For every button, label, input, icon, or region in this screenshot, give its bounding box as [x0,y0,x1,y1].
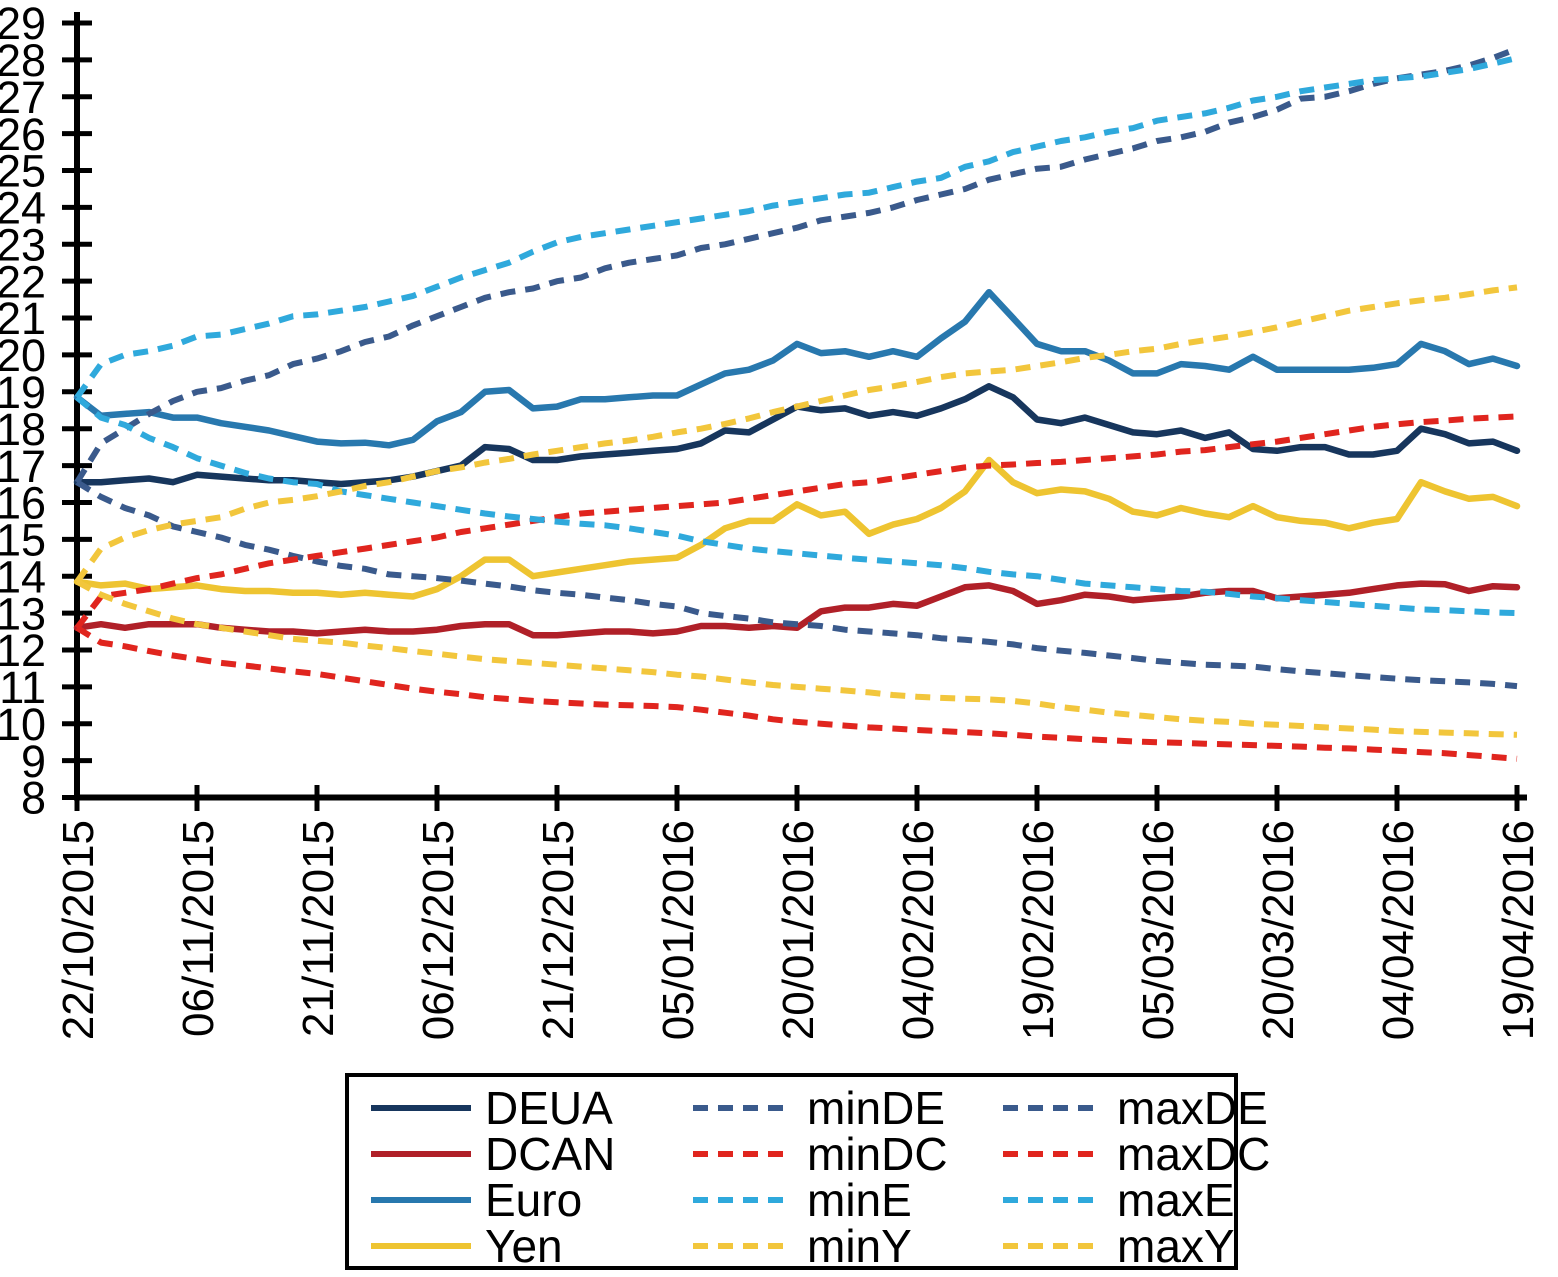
y-tick-label: 20 [0,330,46,381]
legend-item-Yen: Yen [371,1223,693,1269]
legend-label: DCAN [485,1128,616,1180]
legend-label: minDE [807,1082,946,1134]
y-tick-label: 18 [0,404,46,455]
series-line-maxDC [74,413,1518,630]
y-tick-label: 14 [0,551,46,602]
legend-dashed-line-icon [693,1105,793,1111]
legend-item-minE: minE [693,1177,1003,1223]
legend-solid-line-icon [371,1105,471,1111]
y-tick-label: 24 [0,183,46,234]
series-line-maxE [74,55,1518,400]
legend-item-minDE: minDE [693,1085,1003,1131]
y-tick-label: 16 [0,478,46,529]
series-line-maxDE [74,45,1519,484]
x-tick-label: 22/10/2015 [54,820,103,1040]
series-line-Euro [73,288,1521,449]
legend-label: maxY [1117,1220,1235,1272]
y-tick-label: 19 [0,367,46,418]
y-tick-label: 21 [0,293,46,344]
x-tick-label: 04/02/2016 [894,820,943,1040]
legend-label: maxDE [1117,1082,1268,1134]
x-tick-label: 05/03/2016 [1134,820,1183,1040]
x-tick-label: 05/01/2016 [654,820,703,1040]
y-tick-label: 23 [0,219,46,270]
series-line-maxY [74,284,1518,584]
x-tick-label: 06/12/2015 [414,820,463,1040]
y-tick-label: 29 [0,0,46,49]
x-tick-label: 21/11/2015 [294,820,343,1037]
y-tick-label: 10 [0,699,46,750]
x-tick-label: 19/02/2016 [1014,820,1063,1040]
legend-label: Euro [485,1174,583,1226]
legend-label: minE [807,1174,912,1226]
series-line-minE [75,395,1518,617]
legend-label: maxDC [1117,1128,1271,1180]
legend-label: DEUA [485,1082,613,1134]
legend-item-maxDC: maxDC [1003,1131,1270,1177]
x-tick-label: 06/11/2015 [174,820,223,1037]
x-tick-label: 04/04/2016 [1374,820,1423,1040]
legend-label: maxE [1117,1174,1235,1226]
series-line-minDC [75,625,1518,762]
legend-dashed-line-icon [1003,1197,1103,1203]
y-tick-label: 17 [0,441,46,492]
legend-dashed-line-icon [693,1243,793,1249]
legend-label: Yen [485,1220,563,1272]
legend-label: minDC [807,1128,948,1180]
series-line-minDE [75,479,1518,690]
legend-item-minDC: minDC [693,1131,1003,1177]
x-tick-label: 20/03/2016 [1254,820,1303,1040]
y-tick-label: 26 [0,109,46,160]
legend-item-maxE: maxE [1003,1177,1270,1223]
x-tick-label: 19/04/2016 [1494,820,1543,1040]
legend-item-DCAN: DCAN [371,1131,693,1177]
legend-item-maxDE: maxDE [1003,1085,1270,1131]
legend-item-Euro: Euro [371,1177,693,1223]
y-tick-label: 28 [0,35,46,86]
y-tick-label: 13 [0,588,46,639]
y-tick-label: 22 [0,256,46,307]
y-tick-label: 27 [0,72,46,123]
series-line-minY [75,579,1518,738]
y-tick-label: 11 [0,662,46,713]
legend: DEUA minDE maxDE DCAN minDC maxDC Euro minE maxE… [345,1073,1270,1270]
legend-dashed-line-icon [1003,1105,1103,1111]
x-tick-label: 20/01/2016 [774,820,823,1040]
legend-item-maxY: maxY [1003,1223,1270,1269]
y-tick-label: 12 [0,625,46,676]
legend-solid-line-icon [371,1197,471,1203]
y-tick-label: 9 [21,736,46,787]
y-tick-label: 8 [21,773,46,824]
legend-label: minY [807,1220,912,1272]
y-tick-label: 15 [0,515,46,566]
legend-dashed-line-icon [693,1197,793,1203]
legend-item-DEUA: DEUA [371,1085,693,1131]
series-line-Yen [73,456,1521,600]
x-tick-label: 21/12/2015 [534,820,583,1040]
y-tick-label: 25 [0,146,46,197]
legend-item-minY: minY [693,1223,1003,1269]
legend-dashed-line-icon [1003,1151,1103,1157]
legend-solid-line-icon [371,1243,471,1249]
legend-solid-line-icon [371,1151,471,1157]
legend-dashed-line-icon [1003,1243,1103,1249]
legend-dashed-line-icon [693,1151,793,1157]
